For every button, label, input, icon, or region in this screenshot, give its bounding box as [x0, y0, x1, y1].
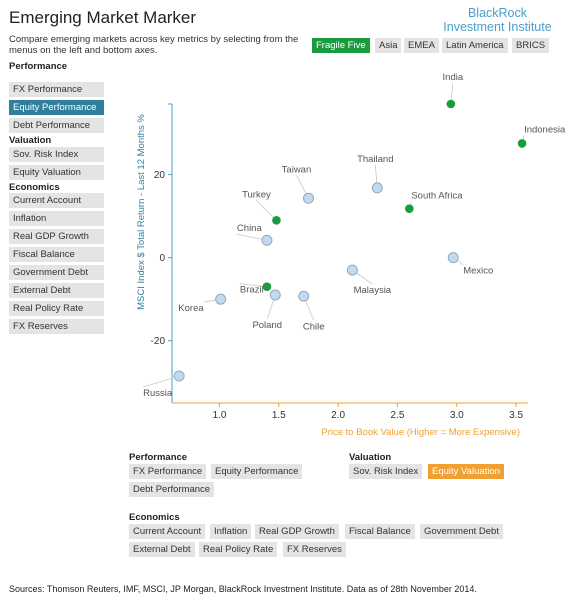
x-tick-label: 1.5	[272, 410, 286, 421]
left-fx-performance[interactable]: FX Performance	[9, 82, 104, 97]
point-label-india: India	[443, 72, 464, 83]
bottom-inflation[interactable]: Inflation	[210, 524, 252, 539]
x-tick-label: 3.0	[450, 410, 464, 421]
left-valuation-heading: Valuation	[9, 135, 52, 146]
point-label-turkey: Turkey	[242, 189, 271, 200]
point-korea[interactable]	[215, 293, 227, 305]
bottom-equity-performance[interactable]: Equity Performance	[211, 464, 303, 479]
point-turkey[interactable]	[272, 215, 281, 225]
brand-line-2: Investment Institute	[443, 20, 552, 34]
left-external-debt[interactable]: External Debt	[9, 283, 104, 298]
left-economics-heading: Economics	[9, 182, 60, 193]
tab-fragile-five[interactable]: Fragile Five	[312, 38, 370, 53]
bottom-government-debt[interactable]: Government Debt	[420, 524, 503, 539]
point-label-indonesia: Indonesia	[524, 124, 566, 135]
point-label-thailand: Thailand	[357, 154, 393, 165]
page-subtitle: Compare emerging markets across key metr…	[9, 34, 299, 56]
bottom-fiscal-balance[interactable]: Fiscal Balance	[345, 524, 415, 539]
x-tick-label: 2.5	[391, 410, 405, 421]
left-sov-risk-index[interactable]: Sov. Risk Index	[9, 147, 104, 162]
bottom-sov-risk-index[interactable]: Sov. Risk Index	[349, 464, 423, 479]
brand-line-1: BlackRock	[467, 6, 528, 20]
left-equity-performance[interactable]: Equity Performance	[9, 100, 104, 115]
left-current-account[interactable]: Current Account	[9, 193, 104, 208]
point-poland[interactable]	[269, 289, 281, 301]
point-label-russia: Russia	[143, 388, 173, 399]
y-tick-label: 0	[159, 253, 165, 264]
bottom-real-gdp-growth[interactable]: Real GDP Growth	[255, 524, 339, 539]
point-label-brazil: Brazil	[240, 285, 264, 296]
point-label-korea: Korea	[178, 303, 204, 314]
leader-line-brazil	[239, 283, 267, 288]
point-label-china: China	[237, 223, 263, 234]
bottom-fx-reserves[interactable]: FX Reserves	[283, 542, 346, 557]
point-chile[interactable]	[298, 290, 310, 302]
leader-line-turkey	[256, 199, 277, 221]
point-china[interactable]	[261, 234, 273, 246]
bottom-debt-performance[interactable]: Debt Performance	[129, 482, 215, 497]
bottom-performance-heading: Performance	[129, 452, 188, 463]
y-tick-label: 20	[154, 170, 166, 181]
bottom-external-debt[interactable]: External Debt	[129, 542, 195, 557]
x-tick-label: 2.0	[331, 410, 345, 421]
left-equity-valuation[interactable]: Equity Valuation	[9, 165, 104, 180]
point-malaysia[interactable]	[346, 264, 358, 276]
point-label-poland: Poland	[252, 320, 282, 331]
tab-emea[interactable]: EMEA	[404, 38, 439, 53]
point-brazil[interactable]	[262, 282, 272, 292]
point-label-malaysia: Malaysia	[354, 285, 392, 296]
tab-latin-america[interactable]: Latin America	[442, 38, 508, 53]
point-label-south-africa: South Africa	[411, 191, 463, 202]
left-real-policy-rate[interactable]: Real Policy Rate	[9, 301, 104, 316]
sources-footer: Sources: Thomson Reuters, IMF, MSCI, JP …	[9, 584, 477, 594]
x-tick-label: 1.0	[213, 410, 227, 421]
leader-line-russia	[143, 375, 180, 388]
left-fiscal-balance[interactable]: Fiscal Balance	[9, 247, 104, 262]
brand-logo: BlackRock Investment Institute	[430, 6, 565, 34]
bottom-current-account[interactable]: Current Account	[129, 524, 206, 539]
y-axis-label: MSCI Index $ Total Return - Last 12 Mont…	[136, 114, 147, 310]
bottom-economics-heading: Economics	[129, 512, 180, 523]
tab-brics[interactable]: BRICS	[512, 38, 550, 53]
left-fx-reserves[interactable]: FX Reserves	[9, 319, 104, 334]
left-debt-performance[interactable]: Debt Performance	[9, 118, 104, 133]
x-axis-label: Price to Book Value (Higher = More Expen…	[321, 427, 520, 438]
point-russia[interactable]	[173, 370, 185, 382]
point-south-africa[interactable]	[405, 204, 414, 213]
x-tick-label: 3.5	[509, 410, 523, 421]
left-performance-heading: Performance	[9, 61, 68, 72]
bottom-fx-performance[interactable]: FX Performance	[129, 464, 207, 479]
point-label-mexico: Mexico	[463, 266, 493, 277]
point-label-taiwan: Taiwan	[282, 164, 312, 175]
left-government-debt[interactable]: Government Debt	[9, 265, 104, 280]
point-india[interactable]	[446, 99, 456, 109]
bottom-real-policy-rate[interactable]: Real Policy Rate	[199, 542, 278, 557]
page-title: Emerging Market Marker	[9, 8, 197, 27]
bottom-equity-valuation[interactable]: Equity Valuation	[428, 464, 504, 479]
point-indonesia[interactable]	[517, 139, 527, 148]
point-thailand[interactable]	[371, 182, 383, 194]
point-taiwan[interactable]	[302, 192, 314, 204]
left-inflation[interactable]: Inflation	[9, 211, 104, 226]
tab-asia[interactable]: Asia	[375, 38, 402, 53]
left-real-gdp-growth[interactable]: Real GDP Growth	[9, 229, 104, 244]
bottom-valuation-heading: Valuation	[349, 452, 392, 463]
y-tick-label: -20	[151, 336, 166, 347]
point-mexico[interactable]	[447, 252, 459, 264]
point-label-chile: Chile	[303, 321, 325, 332]
